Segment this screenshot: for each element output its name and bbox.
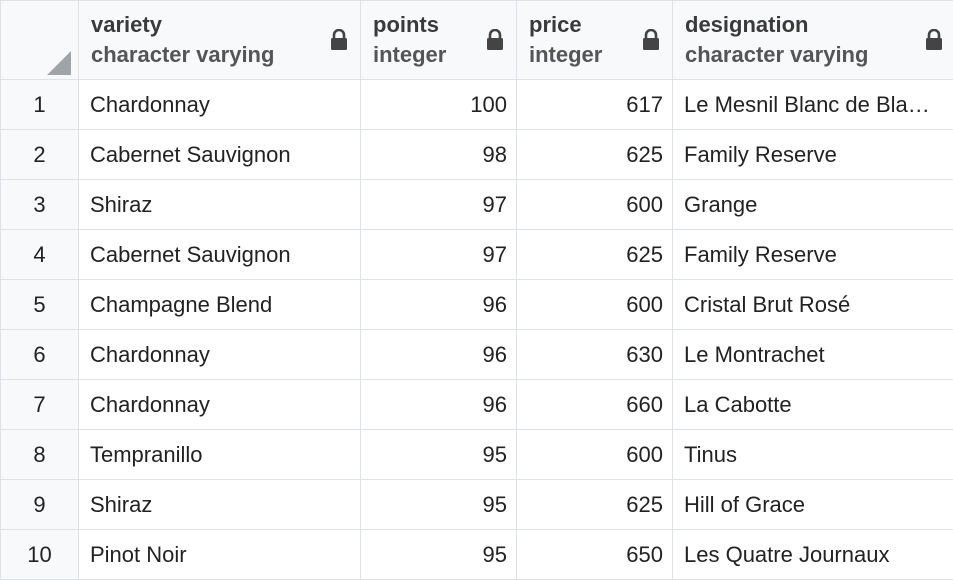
- row-number[interactable]: 7: [0, 379, 79, 430]
- table-row[interactable]: 2 Cabernet Sauvignon 98 625 Family Reser…: [0, 129, 953, 180]
- cell-points[interactable]: 95: [360, 479, 517, 530]
- cell-points[interactable]: 96: [360, 329, 517, 380]
- cell-points[interactable]: 95: [360, 529, 517, 580]
- column-name: variety: [91, 12, 162, 37]
- table-row[interactable]: 10 Pinot Noir 95 650 Les Quatre Journaux: [0, 529, 953, 580]
- column-type: integer: [529, 42, 603, 67]
- row-number[interactable]: 2: [0, 129, 79, 180]
- column-header-points[interactable]: points integer: [360, 0, 517, 80]
- column-type: integer: [373, 42, 447, 67]
- column-name: points: [373, 12, 439, 37]
- column-header-designation[interactable]: designation character varying: [672, 0, 953, 80]
- header-row: variety character varying points integer: [0, 0, 953, 80]
- cell-price[interactable]: 650: [516, 529, 673, 580]
- column-name: designation: [685, 12, 809, 37]
- column-header-variety[interactable]: variety character varying: [78, 0, 361, 80]
- table-row[interactable]: 4 Cabernet Sauvignon 97 625 Family Reser…: [0, 229, 953, 280]
- lock-icon: [926, 29, 942, 50]
- row-number[interactable]: 9: [0, 479, 79, 530]
- cell-designation[interactable]: Les Quatre Journaux: [672, 529, 953, 580]
- table-row[interactable]: 5 Champagne Blend 96 600 Cristal Brut Ro…: [0, 279, 953, 330]
- cell-designation[interactable]: Family Reserve: [672, 129, 953, 180]
- row-number[interactable]: 3: [0, 179, 79, 230]
- cell-points[interactable]: 97: [360, 179, 517, 230]
- cell-variety[interactable]: Shiraz: [78, 179, 361, 230]
- cell-variety[interactable]: Chardonnay: [78, 79, 361, 130]
- cell-designation[interactable]: Cristal Brut Rosé: [672, 279, 953, 330]
- row-number[interactable]: 6: [0, 329, 79, 380]
- cell-points[interactable]: 98: [360, 129, 517, 180]
- cell-variety[interactable]: Shiraz: [78, 479, 361, 530]
- cell-variety[interactable]: Champagne Blend: [78, 279, 361, 330]
- lock-icon: [487, 29, 503, 50]
- cell-variety[interactable]: Pinot Noir: [78, 529, 361, 580]
- table-row[interactable]: 6 Chardonnay 96 630 Le Montrachet: [0, 329, 953, 380]
- cell-price[interactable]: 630: [516, 329, 673, 380]
- select-all-corner[interactable]: [0, 0, 79, 80]
- cell-designation[interactable]: Hill of Grace: [672, 479, 953, 530]
- select-all-triangle-icon[interactable]: [47, 51, 71, 75]
- cell-variety[interactable]: Cabernet Sauvignon: [78, 229, 361, 280]
- cell-price[interactable]: 600: [516, 279, 673, 330]
- lock-icon: [643, 29, 659, 50]
- cell-variety[interactable]: Cabernet Sauvignon: [78, 129, 361, 180]
- cell-price[interactable]: 625: [516, 229, 673, 280]
- column-type: character varying: [685, 42, 869, 67]
- cell-price[interactable]: 625: [516, 129, 673, 180]
- row-number[interactable]: 1: [0, 79, 79, 130]
- lock-icon: [331, 29, 347, 50]
- table-row[interactable]: 3 Shiraz 97 600 Grange: [0, 179, 953, 230]
- column-type: character varying: [91, 42, 275, 67]
- row-number[interactable]: 8: [0, 429, 79, 480]
- row-number[interactable]: 4: [0, 229, 79, 280]
- cell-points[interactable]: 96: [360, 279, 517, 330]
- row-number[interactable]: 5: [0, 279, 79, 330]
- cell-designation[interactable]: La Cabotte: [672, 379, 953, 430]
- cell-price[interactable]: 600: [516, 429, 673, 480]
- column-name: price: [529, 12, 582, 37]
- cell-price[interactable]: 617: [516, 79, 673, 130]
- row-number[interactable]: 10: [0, 529, 79, 580]
- cell-price[interactable]: 600: [516, 179, 673, 230]
- table-row[interactable]: 1 Chardonnay 100 617 Le Mesnil Blanc de …: [0, 79, 953, 130]
- table-body: 1 Chardonnay 100 617 Le Mesnil Blanc de …: [0, 79, 953, 580]
- cell-designation[interactable]: Family Reserve: [672, 229, 953, 280]
- cell-points[interactable]: 96: [360, 379, 517, 430]
- cell-designation[interactable]: Grange: [672, 179, 953, 230]
- cell-designation[interactable]: Le Mesnil Blanc de Bla…: [672, 79, 953, 130]
- table-row[interactable]: 7 Chardonnay 96 660 La Cabotte: [0, 379, 953, 430]
- column-header-price[interactable]: price integer: [516, 0, 673, 80]
- cell-designation[interactable]: Tinus: [672, 429, 953, 480]
- table-row[interactable]: 8 Tempranillo 95 600 Tinus: [0, 429, 953, 480]
- cell-variety[interactable]: Tempranillo: [78, 429, 361, 480]
- cell-points[interactable]: 95: [360, 429, 517, 480]
- cell-price[interactable]: 660: [516, 379, 673, 430]
- cell-points[interactable]: 100: [360, 79, 517, 130]
- cell-points[interactable]: 97: [360, 229, 517, 280]
- table-row[interactable]: 9 Shiraz 95 625 Hill of Grace: [0, 479, 953, 530]
- cell-variety[interactable]: Chardonnay: [78, 379, 361, 430]
- cell-variety[interactable]: Chardonnay: [78, 329, 361, 380]
- cell-price[interactable]: 625: [516, 479, 673, 530]
- cell-designation[interactable]: Le Montrachet: [672, 329, 953, 380]
